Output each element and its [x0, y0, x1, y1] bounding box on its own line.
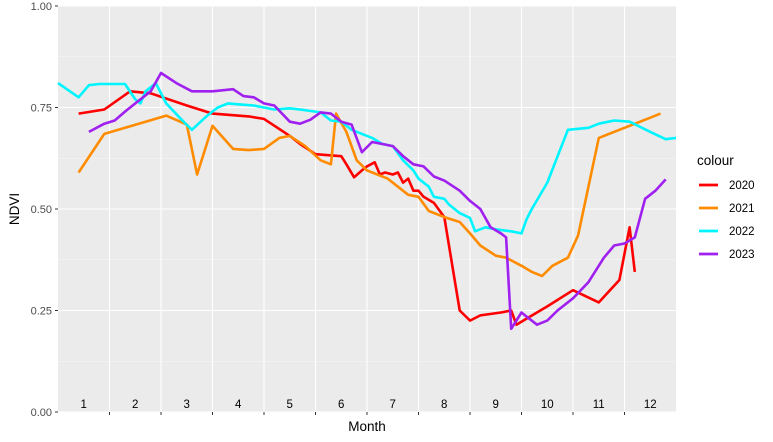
series-lines	[57, 71, 677, 331]
x-axis	[109, 412, 625, 415]
x-axis-title: Month	[348, 419, 386, 434]
y-tick-label: 0.00	[31, 407, 52, 419]
month-label: 6	[338, 399, 344, 411]
y-tick-label: 1.00	[31, 1, 52, 13]
month-label: 7	[390, 399, 396, 411]
legend: colour 2020 2021 2022 2023	[697, 153, 755, 261]
series-line-2023	[88, 71, 667, 331]
month-label: 1	[81, 399, 87, 411]
series-line-2020	[78, 90, 637, 327]
legend-label-2023: 2023	[729, 249, 755, 261]
y-tick-label: 0.50	[31, 204, 52, 216]
gridlines	[58, 5, 676, 413]
month-label: 11	[593, 399, 605, 411]
series-line-2022	[57, 81, 677, 235]
month-label: 4	[235, 399, 242, 411]
month-labels: 1 2 3 4 5 6 7 8 9 10 11 12	[81, 399, 657, 411]
y-tick-label: 0.75	[31, 103, 52, 115]
month-label: 5	[287, 399, 293, 411]
month-label: 9	[493, 399, 499, 411]
legend-label-2020: 2020	[729, 180, 755, 192]
legend-label-2021: 2021	[729, 203, 755, 215]
series-line-2021	[77, 112, 661, 278]
legend-label-2022: 2022	[729, 226, 755, 238]
y-axis-title: NDVI	[7, 193, 22, 225]
month-label: 2	[132, 399, 138, 411]
month-label: 10	[541, 399, 554, 411]
month-label: 12	[644, 399, 657, 411]
legend-title: colour	[697, 153, 734, 168]
y-tick-label: 0.25	[31, 306, 52, 318]
month-label: 3	[184, 399, 190, 411]
month-label: 8	[441, 399, 447, 411]
y-axis: 0.00 0.25 0.50 0.75 1.00	[31, 1, 58, 419]
